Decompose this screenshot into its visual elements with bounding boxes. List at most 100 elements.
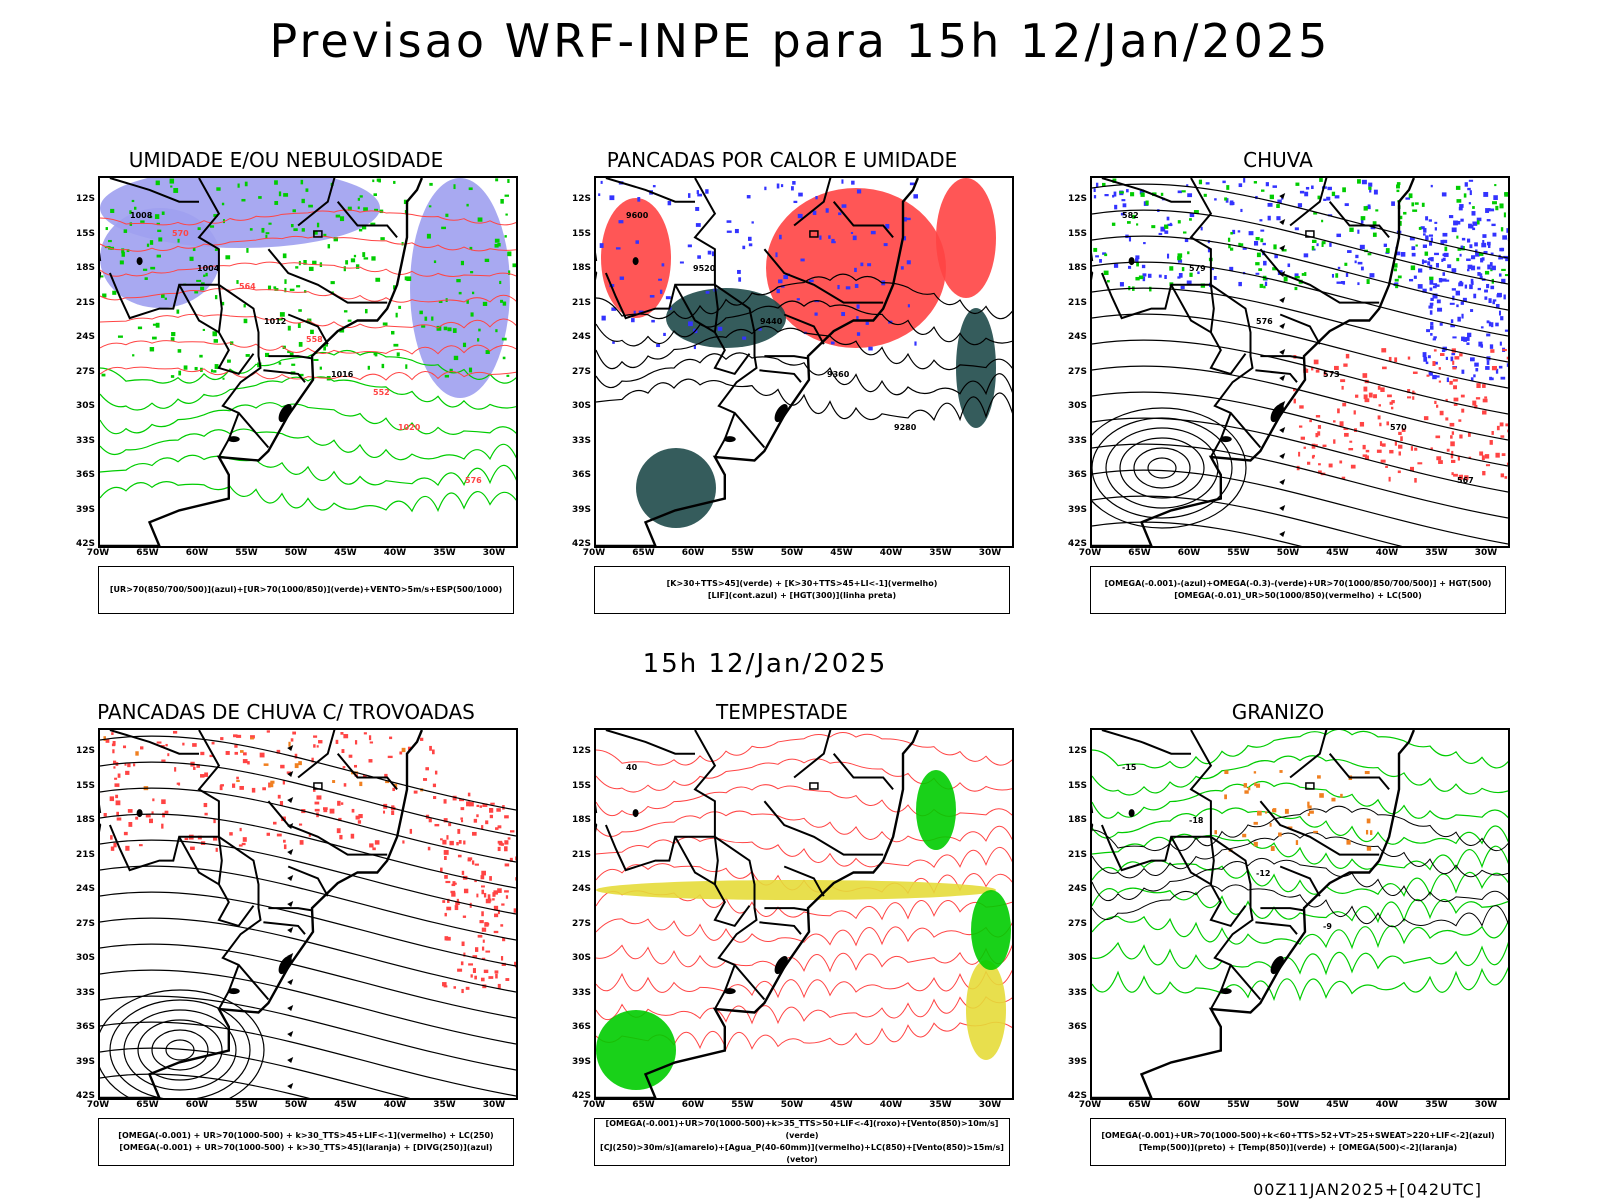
lat-tick-label: 21S <box>75 849 95 860</box>
panel-title: UMIDADE E/OU NEBULOSIDADE <box>128 148 444 172</box>
lon-tick-label: 60W <box>1177 548 1201 558</box>
lat-tick-label: 12S <box>1067 194 1087 204</box>
humidity-blue-area <box>410 178 510 398</box>
political-border <box>197 178 270 449</box>
lake-marker <box>227 988 240 995</box>
lagoa-dos-patos <box>1270 956 1284 975</box>
contour-label: -15 <box>1122 763 1137 772</box>
df-marker <box>809 782 819 790</box>
middle-time-label: 15h 12/Jan/2025 <box>642 649 888 679</box>
lat-tick-label: 18S <box>571 263 591 273</box>
lagoa-dos-patos <box>1270 404 1284 423</box>
lat-tick-label: 42S <box>571 539 591 549</box>
df-marker <box>313 782 323 790</box>
panel-legend: [K>30+TTS>45](verde) + [K>30+TTS>45+LI<-… <box>594 566 1010 614</box>
lat-tick-label: 33S <box>75 987 95 998</box>
lat-tick-label: 18S <box>75 263 95 273</box>
lon-tick-label: 60W <box>681 1100 705 1110</box>
contour-label: 558 <box>306 335 323 344</box>
panel-tempestade: TEMPESTADE 40 12S 15S 18S 21S 24S 27S 30S 33S 36S 3… <box>547 700 1017 1170</box>
legend-line: [LIF](cont.azul) + [HGT(300)](linha pret… <box>707 591 897 600</box>
political-border <box>605 178 695 203</box>
field-layer <box>596 732 1012 1090</box>
map-canvas: 40 <box>596 730 1012 1098</box>
omega-blue-speckle <box>1093 178 1508 290</box>
panel-pancadas-trovoadas: PANCADAS DE CHUVA C/ TROVOADAS 12S 15S 18S 2… <box>51 700 521 1170</box>
lat-tick-label: 42S <box>1067 539 1087 549</box>
lon-tick-label: 30W <box>978 1100 1002 1110</box>
legend-line: [CJ(250)>30m/s](amarelo)+[Agua_P(40-60mm… <box>600 1143 1004 1164</box>
political-border <box>1209 836 1247 928</box>
legend-line: [K>30+TTS>45](verde) + [K>30+TTS>45+LI<-… <box>666 579 938 588</box>
lat-tick-label: 24S <box>75 884 95 894</box>
lon-tick-label: 65W <box>632 1100 655 1110</box>
panel-legend: [OMEGA(-0.001)+UR>70(1000-500)+k>35_TTS>… <box>594 1118 1010 1166</box>
lon-tick-label: 45W <box>1326 548 1349 558</box>
political-border <box>713 284 751 376</box>
political-border <box>1255 921 1298 935</box>
contour-label: 567 <box>1457 476 1474 485</box>
lon-tick-label: 50W <box>780 548 804 558</box>
lon-tick-label: 50W <box>284 548 308 558</box>
lon-tick-label: 65W <box>136 1100 159 1110</box>
political-border <box>267 800 388 856</box>
geography-layer <box>1092 178 1416 546</box>
political-border <box>1170 836 1212 886</box>
lake-marker <box>632 257 639 266</box>
lagoa-dos-patos <box>278 956 292 975</box>
political-border <box>1279 313 1321 345</box>
map-canvas: 9600 9520 9440 9360 9280 <box>596 178 1012 546</box>
panel-title: PANCADAS POR CALOR E UMIDADE <box>606 148 958 172</box>
panel-legend: [OMEGA(-0.001)-(azul)+OMEGA(-0.3)-(verde… <box>1090 566 1506 614</box>
lon-tick-label: 40W <box>879 1100 903 1110</box>
map-frame: 582 579 576 573 570 567 <box>1090 176 1510 548</box>
thickness-red-contours <box>100 209 516 381</box>
lon-tick-label: 45W <box>334 1100 357 1110</box>
political-border <box>832 201 894 239</box>
lake-marker <box>1128 257 1135 266</box>
lon-tick-label: 55W <box>1227 1100 1250 1110</box>
lat-tick-label: 21S <box>75 297 95 308</box>
political-border <box>268 355 313 360</box>
contour-label: 570 <box>1390 423 1407 432</box>
political-border <box>1189 730 1262 1001</box>
lon-tick-label: 60W <box>681 548 705 558</box>
lon-tick-label: 50W <box>1276 1100 1300 1110</box>
political-border <box>713 836 751 928</box>
contour-label: 570 <box>172 229 189 238</box>
lon-tick-label: 50W <box>1276 548 1300 558</box>
lon-tick-label: 30W <box>1474 1100 1498 1110</box>
jet-yellow-area <box>596 880 996 900</box>
lat-tick-label: 33S <box>1067 987 1087 998</box>
df-marker <box>809 230 819 238</box>
field-layer <box>1092 178 1508 546</box>
political-border <box>263 369 306 383</box>
political-border <box>1259 800 1380 856</box>
geography-layer <box>100 730 424 1098</box>
contour-label: 9600 <box>626 211 649 220</box>
political-border <box>1209 284 1247 376</box>
panel-pancadas-calor: PANCADAS POR CALOR E UMIDADE 9600 9520 9440… <box>547 148 1017 618</box>
political-border <box>764 355 809 360</box>
legend-line: [OMEGA(-0.001)+UR>70(1000-500)+k>35_TTS>… <box>605 1119 999 1140</box>
contour-label: 579 <box>1189 264 1206 273</box>
lat-tick-label: 21S <box>1067 849 1087 860</box>
wind-green-area <box>916 770 956 850</box>
map-frame: -15 -18 -12 -9 <box>1090 728 1510 1100</box>
lat-tick-label: 33S <box>571 435 591 446</box>
temp500-black-contours <box>1092 805 1508 928</box>
lon-tick-label: 45W <box>334 548 357 558</box>
lat-tick-label: 15S <box>571 780 591 791</box>
lat-tick-label: 33S <box>571 987 591 998</box>
political-border <box>1255 369 1298 383</box>
lon-tick-label: 30W <box>482 1100 506 1110</box>
lat-tick-label: 24S <box>571 884 591 894</box>
contour-label: 576 <box>1256 317 1273 326</box>
map-canvas: 582 579 576 573 570 567 <box>1092 178 1508 546</box>
lon-tick-label: 40W <box>1375 1100 1399 1110</box>
political-border <box>336 201 398 239</box>
lat-tick-label: 33S <box>1067 435 1087 446</box>
political-border <box>783 865 825 897</box>
contour-label: 40 <box>626 763 638 772</box>
lon-tick-label: 70W <box>86 1100 110 1110</box>
